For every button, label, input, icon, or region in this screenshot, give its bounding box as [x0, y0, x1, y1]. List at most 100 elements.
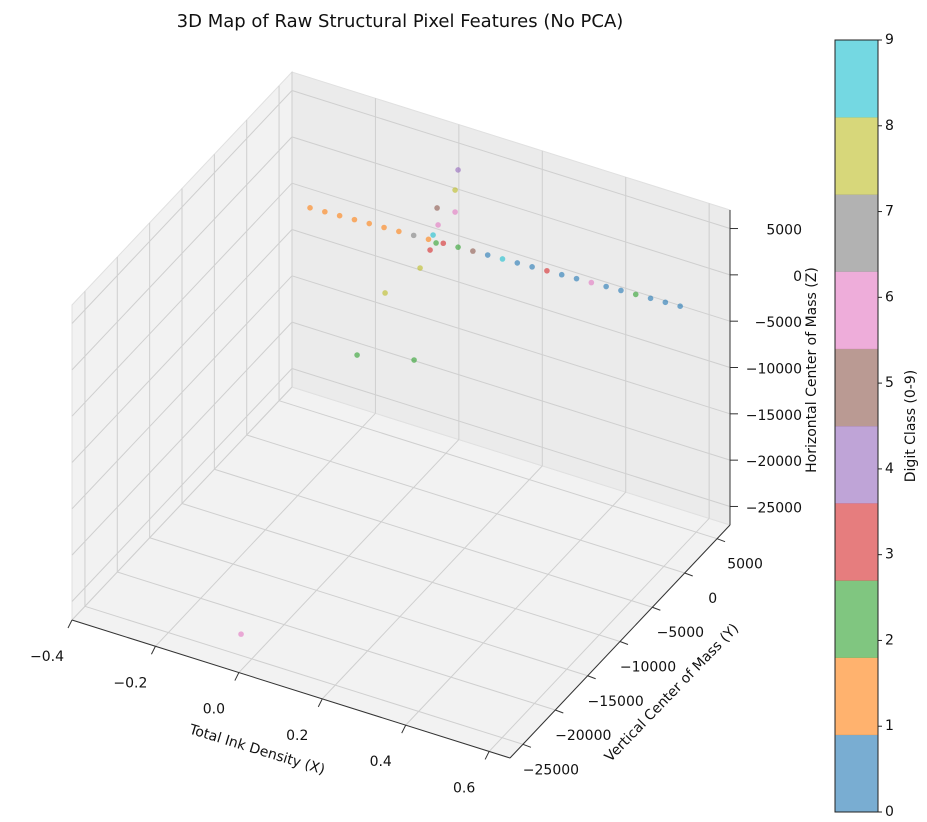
data-point — [354, 352, 360, 358]
grid-line — [71, 275, 293, 510]
colorbar-segment — [835, 734, 878, 813]
data-point — [430, 232, 436, 238]
data-point — [307, 205, 313, 211]
x-tick — [234, 672, 240, 681]
colorbar-segment — [835, 580, 878, 658]
colorbar-tick-label: 0 — [885, 804, 894, 820]
colorbar-segment — [835, 657, 878, 736]
data-point — [381, 224, 387, 231]
data-point — [440, 240, 447, 247]
data-point — [452, 187, 458, 193]
data-point — [366, 220, 373, 227]
y-tick-label: −25000 — [523, 762, 579, 778]
data-point — [677, 303, 683, 310]
colorbar-frame — [834, 39, 879, 813]
grid-line — [291, 90, 731, 230]
grid-line — [71, 321, 293, 556]
y-tick-label: 0 — [708, 591, 717, 607]
data-point — [417, 265, 423, 271]
data-point — [662, 299, 669, 306]
colorbar-segment — [835, 271, 878, 350]
data-point — [484, 252, 491, 258]
data-point — [411, 357, 417, 363]
y-tick — [684, 572, 693, 577]
x-tick — [317, 698, 323, 708]
x-tick — [401, 724, 407, 734]
y-tick — [652, 606, 661, 611]
x-tick-label: −0.4 — [30, 649, 64, 665]
grid-line — [71, 136, 293, 371]
y-axis — [509, 524, 731, 759]
z-tick-label: 5000 — [766, 223, 802, 239]
y-tick-label: −10000 — [620, 660, 676, 676]
x-tick-label: 0.4 — [370, 754, 392, 770]
colorbar-tick-label: 8 — [885, 118, 894, 134]
z-axis-label: Horizontal Center of Mass (Z) — [804, 267, 820, 473]
grid-line — [71, 368, 293, 602]
grid-line — [291, 182, 731, 322]
data-point — [427, 247, 433, 253]
colorbar-segment — [835, 40, 878, 118]
z-tick-label: −10000 — [746, 362, 802, 378]
grid-line — [291, 229, 731, 368]
y-tick — [587, 675, 596, 680]
y-tick-label: −20000 — [555, 728, 611, 744]
colorbar-tick-label: 9 — [885, 32, 894, 48]
z-tick-label: −5000 — [755, 315, 802, 331]
colorbar-tick-label: 6 — [885, 289, 894, 305]
y-tick-label: −5000 — [657, 625, 704, 641]
grid-line — [291, 136, 731, 276]
data-point — [410, 232, 417, 239]
data-point — [647, 295, 654, 302]
data-point — [238, 631, 244, 637]
colorbar-tick-label: 7 — [885, 204, 894, 220]
data-point — [618, 287, 624, 294]
data-point — [322, 208, 328, 215]
y-tick — [619, 641, 629, 645]
x-tick — [67, 619, 73, 629]
data-point — [588, 279, 595, 286]
z-tick-label: −25000 — [746, 500, 802, 516]
data-point — [632, 291, 639, 298]
colorbar-segment — [835, 117, 878, 195]
data-point — [514, 260, 521, 266]
data-point — [425, 236, 432, 243]
colorbar-tick-label: 3 — [885, 547, 894, 563]
grid-line — [71, 182, 293, 417]
colorbar-tick-label: 4 — [885, 461, 894, 477]
x-tick-label: 0.0 — [203, 702, 225, 718]
colorbar-tick-label: 2 — [885, 632, 894, 648]
data-point — [603, 283, 609, 290]
colorbar-segment — [835, 194, 878, 272]
data-point — [558, 271, 565, 278]
x-axis — [71, 619, 511, 759]
colorbar-tick-label: 1 — [885, 718, 894, 734]
colorbar-label: Digit Class (0-9) — [903, 370, 919, 482]
z-tick-label: −20000 — [746, 454, 802, 470]
grid-line — [149, 537, 588, 677]
x-tick — [150, 646, 156, 655]
data-point — [499, 256, 506, 262]
data-point — [529, 264, 535, 270]
y-tick — [555, 709, 564, 714]
data-point — [396, 228, 402, 235]
x-tick — [484, 751, 490, 760]
y-tick — [716, 538, 726, 543]
z-tick-label: −15000 — [746, 408, 802, 424]
colorbar-segment — [835, 348, 878, 427]
grid-line — [278, 400, 718, 540]
data-point — [573, 275, 580, 282]
data-point — [434, 205, 440, 211]
grid-line — [84, 605, 524, 745]
grid-line — [71, 90, 293, 324]
data-point — [452, 209, 458, 215]
y-tick — [522, 743, 532, 748]
grid-line — [214, 468, 653, 608]
x-tick-label: 0.6 — [453, 780, 475, 796]
data-point — [470, 248, 476, 254]
colorbar-segment — [835, 426, 878, 504]
grid-line — [117, 571, 556, 711]
chart-title: 3D Map of Raw Structural Pixel Features … — [177, 11, 624, 32]
